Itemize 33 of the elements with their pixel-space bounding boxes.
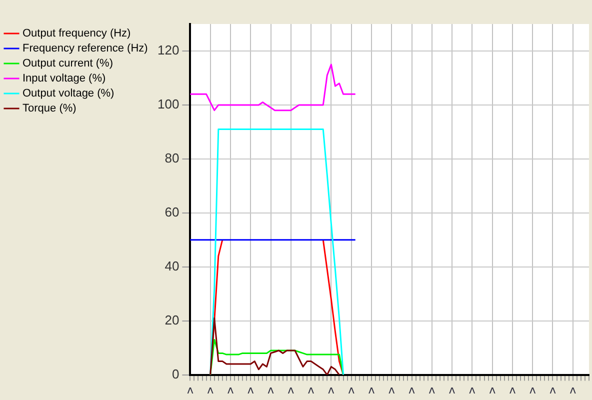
x-tick-label: ʌ [368, 383, 376, 396]
y-tick-label: 0 [172, 366, 180, 382]
x-tick-label: ʌ [408, 383, 416, 396]
x-tick-label: ʌ [186, 383, 194, 396]
x-tick-label: ʌ [207, 383, 214, 396]
x-tick-label: ʌ [509, 383, 516, 396]
x-tick-label: ʌ [268, 383, 274, 396]
x-tick-label: ʌ [570, 383, 577, 396]
x-tick-label: ʌ [247, 383, 254, 396]
x-tick-label: ʌ [288, 383, 295, 396]
x-tick-label: ʌ [549, 383, 556, 396]
y-tick-label: 20 [164, 312, 180, 328]
y-tick-label: 60 [164, 204, 180, 220]
x-tick-label: ʌ [529, 383, 536, 396]
x-tick-label: ʌ [348, 383, 356, 396]
x-tick-label: ʌ [448, 383, 456, 396]
legend-label: Torque (%) [22, 102, 76, 115]
y-tick-label: 100 [157, 96, 180, 112]
x-tick-label: ʌ [468, 383, 476, 396]
y-tick-label: 40 [164, 258, 180, 274]
y-tick-label: 80 [164, 150, 180, 166]
legend-label: Output voltage (%) [22, 88, 114, 100]
y-tick-label: 120 [157, 42, 180, 58]
legend-label: Input voltage (%) [22, 72, 106, 85]
x-tick-label: ʌ [489, 383, 496, 396]
x-tick-label: ʌ [328, 383, 335, 396]
legend-label: Output frequency (Hz) [22, 28, 131, 40]
x-tick-label: ʌ [388, 383, 396, 396]
legend-label: Frequency reference (Hz) [22, 42, 148, 55]
x-tick-label: ʌ [227, 383, 234, 396]
x-tick-label: ʌ [308, 383, 315, 396]
legend-label: Output current (%) [22, 58, 113, 70]
x-tick-label: ʌ [428, 383, 436, 396]
